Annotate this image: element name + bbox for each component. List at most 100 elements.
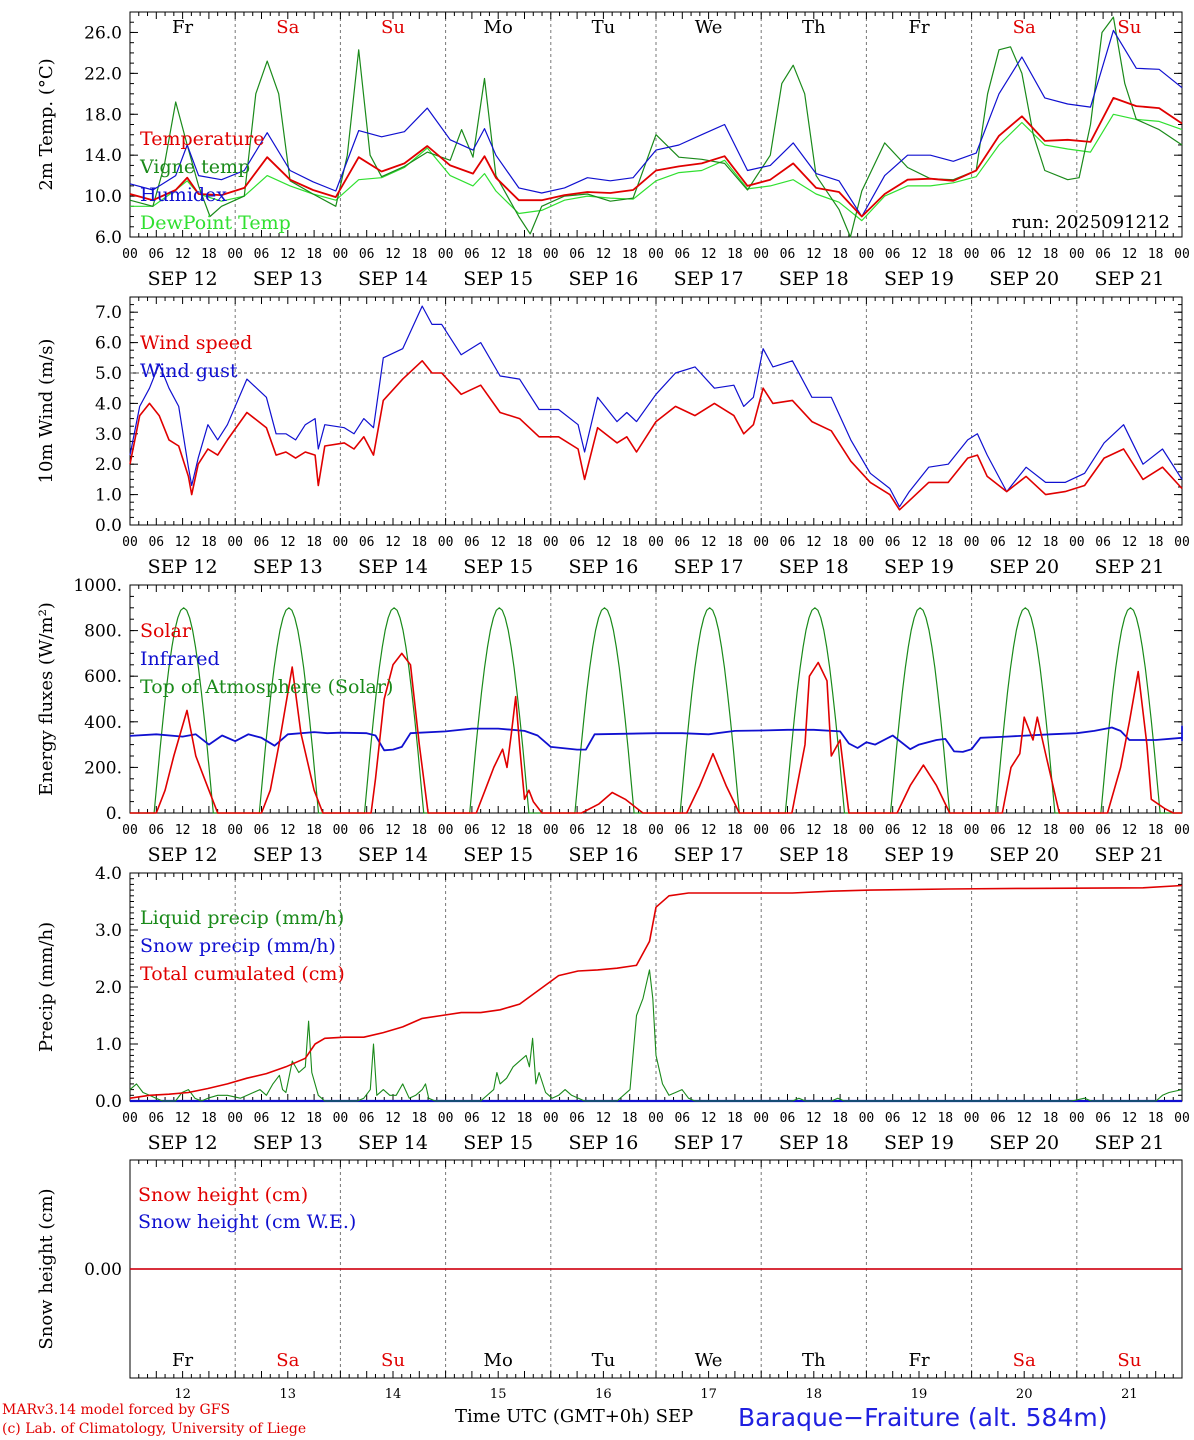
y-tick-label: 0.0 [95, 516, 122, 536]
hour-label: 12 [911, 247, 927, 262]
hour-label: 00 [964, 247, 980, 262]
hour-label: 00 [964, 823, 980, 838]
temperature-line [129, 97, 1183, 218]
hour-label: 00 [859, 535, 875, 550]
y-tick-label: 4.0 [95, 864, 122, 884]
panel-1 [129, 11, 1183, 238]
hour-label: 12 [385, 247, 401, 262]
hour-label: 06 [148, 1111, 164, 1126]
hour-label: 06 [569, 247, 585, 262]
hour-label: 00 [753, 535, 769, 550]
y-tick-label: 3.0 [95, 921, 122, 941]
panel-3 [129, 584, 1183, 814]
date-label: SEP 19 [884, 1132, 954, 1154]
date-label: SEP 21 [1094, 268, 1164, 290]
date-label: SEP 20 [989, 556, 1059, 578]
hour-label: 18 [727, 247, 743, 262]
date-label: SEP 15 [463, 556, 533, 578]
hour-label: 18 [1148, 247, 1164, 262]
hour-label: 12 [280, 823, 296, 838]
hour-label: 06 [464, 247, 480, 262]
y-tick-label: 0.00 [84, 1260, 122, 1280]
hour-label: 18 [1148, 535, 1164, 550]
hour-label: 00 [438, 535, 454, 550]
hour-label: 00 [438, 247, 454, 262]
y-tick-label: 800. [84, 622, 122, 642]
hour-label: 12 [385, 823, 401, 838]
day-number: 14 [385, 1387, 402, 1402]
hour-label: 06 [885, 247, 901, 262]
hour-label: 12 [911, 535, 927, 550]
hour-label: 00 [964, 1111, 980, 1126]
hour-label: 00 [333, 535, 349, 550]
y-tick-label: 18.0 [84, 105, 122, 125]
hour-label: 18 [201, 1111, 217, 1126]
hour-label: 00 [964, 535, 980, 550]
day-name-bottom: Su [381, 1350, 405, 1371]
y-tick-label: 400. [84, 713, 122, 733]
hour-label: 06 [464, 1111, 480, 1126]
hour-label: 06 [990, 823, 1006, 838]
hour-label: 18 [517, 247, 533, 262]
y-tick-label: 6.0 [95, 334, 122, 354]
y-tick-label: 1.0 [95, 486, 122, 506]
hour-label: 06 [674, 247, 690, 262]
hour-label: 12 [701, 823, 717, 838]
day-name-bottom: Th [802, 1350, 826, 1371]
date-label: SEP 21 [1094, 844, 1164, 866]
legend-entry: Total cumulated (cm) [140, 963, 345, 985]
day-name-bottom: Fr [908, 1350, 929, 1371]
hour-label: 18 [306, 535, 322, 550]
hour-label: 12 [596, 823, 612, 838]
hour-label: 06 [1095, 823, 1111, 838]
hour-label: 06 [464, 535, 480, 550]
solar-line [130, 652, 1182, 814]
date-label: SEP 18 [779, 556, 849, 578]
date-label: SEP 12 [148, 844, 218, 866]
hour-label: 18 [622, 247, 638, 262]
hour-label: 12 [1016, 823, 1032, 838]
lab-credit: (c) Lab. of Climatology, University of L… [2, 1421, 307, 1437]
hour-label: 18 [1148, 823, 1164, 838]
hour-label: 18 [517, 1111, 533, 1126]
y-tick-label: 10.0 [84, 187, 122, 207]
hour-label: 06 [148, 247, 164, 262]
day-name-bottom: Tu [592, 1350, 616, 1371]
hour-label: 18 [517, 535, 533, 550]
hour-label: 12 [385, 1111, 401, 1126]
hour-label: 12 [1122, 535, 1138, 550]
hour-label: 12 [280, 1111, 296, 1126]
legend-entry: Snow height (cm) [138, 1184, 308, 1206]
date-label: SEP 17 [674, 1132, 744, 1154]
hour-label: 18 [832, 1111, 848, 1126]
date-label: SEP 17 [674, 556, 744, 578]
hour-label: 00 [648, 1111, 664, 1126]
hour-label: 00 [859, 823, 875, 838]
y-tick-label: 2.0 [95, 455, 122, 475]
hour-label: 00 [1174, 247, 1190, 262]
hour-label: 06 [359, 535, 375, 550]
day-name-bottom: Mo [484, 1350, 513, 1371]
hour-label: 12 [911, 823, 927, 838]
date-label: SEP 19 [884, 556, 954, 578]
y-tick-label: 2.0 [95, 978, 122, 998]
hour-label: 06 [780, 823, 796, 838]
day-number: 16 [595, 1387, 612, 1402]
date-label: SEP 20 [989, 844, 1059, 866]
month-label: SEP [655, 1406, 694, 1427]
hour-label: 12 [175, 535, 191, 550]
hour-label: 12 [280, 535, 296, 550]
hour-label: 18 [411, 1111, 427, 1126]
vigne-temp-line [129, 16, 1183, 238]
hour-label: 06 [464, 823, 480, 838]
hour-label: 06 [254, 823, 270, 838]
hour-label: 06 [359, 247, 375, 262]
hour-label: 06 [990, 535, 1006, 550]
date-label: SEP 12 [148, 1132, 218, 1154]
date-label: SEP 16 [568, 268, 638, 290]
hour-label: 18 [201, 823, 217, 838]
hour-label: 00 [122, 1111, 138, 1126]
hour-label: 12 [280, 247, 296, 262]
hour-label: 06 [569, 823, 585, 838]
day-name-top: Su [381, 17, 405, 38]
